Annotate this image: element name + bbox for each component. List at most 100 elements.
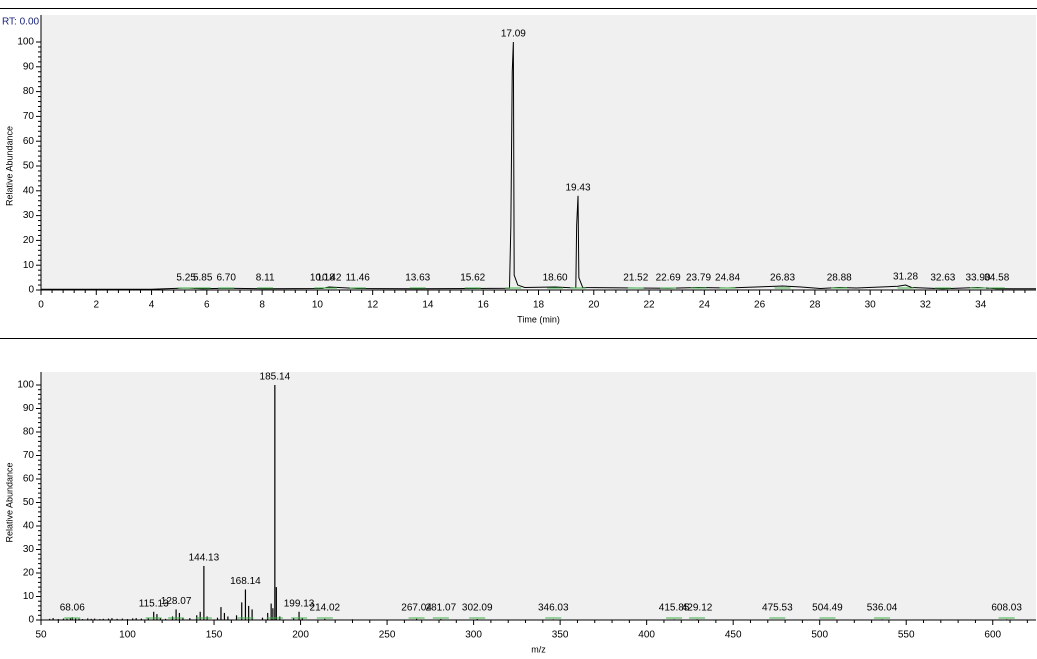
x-tick-label: 200 — [292, 630, 309, 641]
peak-label: 15.62 — [460, 273, 485, 284]
plot-area — [41, 372, 1036, 620]
peak-label: 10.18 — [310, 273, 335, 284]
peak-label: 5.85 — [193, 273, 213, 284]
x-tick-label: 4 — [149, 300, 155, 311]
y-tick-label: 30 — [23, 544, 35, 555]
y-tick-label: 40 — [23, 521, 35, 532]
x-tick-label: 50 — [35, 630, 47, 641]
peak-label: 608.03 — [991, 603, 1022, 614]
x-tick-label: 12 — [367, 300, 379, 311]
range-label: RT: 0.00 - 36.00 — [2, 17, 73, 28]
peak-label: 23.79 — [686, 273, 711, 284]
y-tick-label: 0 — [28, 285, 34, 296]
peak-label: 17.09 — [501, 29, 526, 40]
peak-label: 115.13 — [139, 598, 169, 609]
peak-label: 415.85 — [659, 603, 690, 614]
x-tick-label: 600 — [984, 630, 1001, 641]
x-axis-label: Time (min) — [517, 314, 560, 324]
x-tick-label: 22 — [643, 300, 655, 311]
y-tick-label: 90 — [23, 61, 35, 72]
x-tick-label: 0 — [38, 300, 44, 311]
y-tick-label: 80 — [23, 86, 35, 97]
x-axis-label: m/z — [531, 644, 546, 654]
peak-label: 475.53 — [762, 603, 793, 614]
peak-label: 10.42 — [316, 273, 341, 284]
x-tick-label: 10 — [312, 300, 324, 311]
y-tick-label: 10 — [23, 260, 35, 271]
y-tick-label: 100 — [17, 37, 34, 48]
peak-label: 18.60 — [543, 273, 568, 284]
x-tick-label: 30 — [865, 300, 877, 311]
peak-label: 267.04 — [401, 603, 432, 614]
peak-label: 168.14 — [230, 576, 261, 587]
x-tick-label: 250 — [379, 630, 396, 641]
peak-label: 68.06 — [60, 603, 85, 614]
y-tick-label: 0 — [28, 615, 34, 626]
peak-label: 429.12 — [682, 603, 713, 614]
x-tick-label: 34 — [975, 300, 987, 311]
x-tick-label: 500 — [811, 630, 828, 641]
peak-label: 28.88 — [827, 273, 852, 284]
x-tick-label: 28 — [809, 300, 821, 311]
x-tick-label: 18 — [533, 300, 545, 311]
plot-area — [41, 15, 1036, 290]
y-tick-label: 80 — [23, 427, 35, 438]
x-tick-label: 400 — [638, 630, 655, 641]
peak-label: 33.90 — [965, 273, 990, 284]
peak-label: 22.69 — [656, 273, 681, 284]
peak-label: 26.83 — [770, 273, 795, 284]
y-axis-label: Relative Abundance — [4, 126, 14, 206]
peak-label: 281.07 — [426, 603, 457, 614]
x-tick-label: 16 — [478, 300, 490, 311]
peak-label: 302.09 — [462, 603, 493, 614]
y-axis-label: Relative Abundance — [4, 462, 14, 542]
y-tick-label: 30 — [23, 210, 35, 221]
y-tick-label: 50 — [23, 497, 35, 508]
peak-label: 13.63 — [405, 273, 430, 284]
y-tick-label: 60 — [23, 136, 35, 147]
peak-label: 32.63 — [930, 273, 955, 284]
peak-label: 185.14 — [260, 372, 291, 383]
peak-label: 31.28 — [893, 272, 918, 283]
y-tick-label: 70 — [23, 450, 35, 461]
y-tick-label: 20 — [23, 235, 35, 246]
x-tick-label: 550 — [898, 630, 915, 641]
peak-label: 199.13 — [284, 598, 315, 609]
peak-label: 34.58 — [984, 273, 1009, 284]
x-tick-label: 32 — [920, 300, 932, 311]
y-tick-label: 70 — [23, 111, 35, 122]
peak-label: 8.11 — [256, 273, 275, 284]
peak-label: 6.70 — [216, 273, 236, 284]
x-tick-label: 6 — [204, 300, 210, 311]
x-tick-label: 350 — [552, 630, 569, 641]
peak-label: 214.02 — [310, 603, 341, 614]
x-tick-label: 8 — [259, 300, 265, 311]
y-tick-label: 40 — [23, 185, 35, 196]
x-tick-label: 2 — [93, 300, 99, 311]
x-tick-label: 450 — [725, 630, 742, 641]
peak-label: 536.04 — [867, 603, 898, 614]
x-tick-label: 24 — [699, 300, 711, 311]
peak-label: 346.03 — [538, 603, 569, 614]
x-tick-label: 26 — [754, 300, 766, 311]
x-tick-label: 20 — [588, 300, 600, 311]
y-tick-label: 50 — [23, 161, 35, 172]
peak-label: 128.07 — [161, 596, 192, 607]
y-tick-label: 10 — [23, 591, 35, 602]
x-tick-label: 14 — [422, 300, 434, 311]
y-tick-label: 60 — [23, 474, 35, 485]
y-tick-label: 20 — [23, 568, 35, 579]
y-tick-label: 100 — [17, 380, 34, 391]
x-tick-label: 300 — [465, 630, 482, 641]
peak-label: 504.49 — [812, 603, 843, 614]
y-tick-label: 90 — [23, 403, 35, 414]
peak-label: 144.13 — [189, 553, 220, 564]
peak-label: 24.84 — [715, 273, 740, 284]
peak-label: 5.25 — [176, 273, 196, 284]
x-tick-label: 150 — [206, 630, 223, 641]
x-tick-label: 100 — [119, 630, 136, 641]
peak-label: 11.46 — [346, 273, 371, 284]
peak-label: 19.43 — [566, 182, 591, 193]
peak-label: 21.52 — [623, 273, 648, 284]
